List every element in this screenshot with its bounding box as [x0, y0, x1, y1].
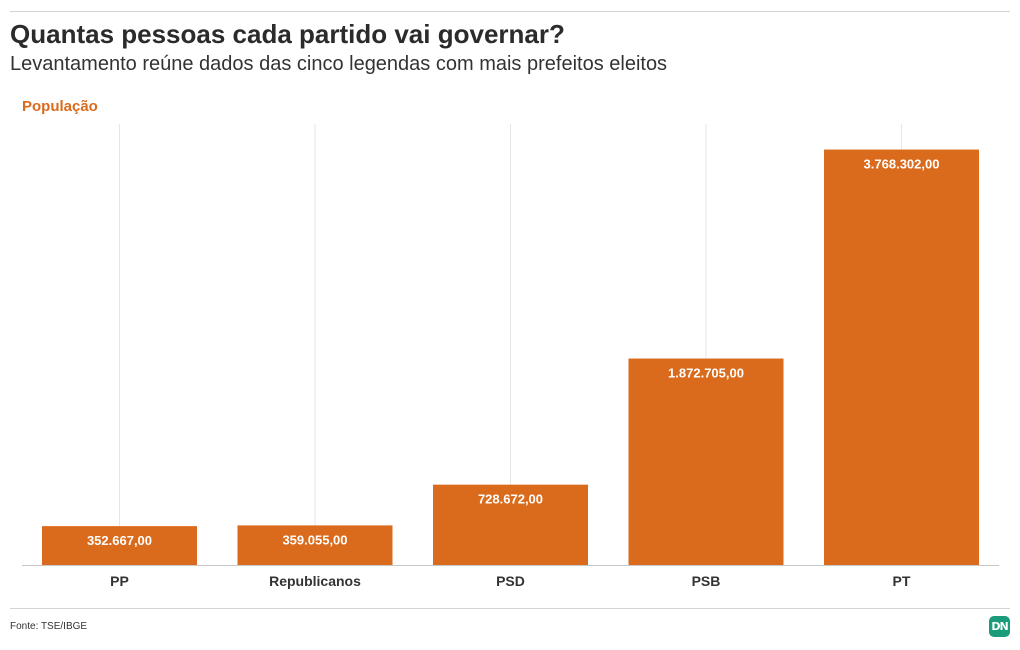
x-tick-label: PP	[110, 573, 129, 589]
x-tick-label: Republicanos	[269, 573, 361, 589]
bar-psb	[628, 358, 784, 565]
source-note: Fonte: TSE/IBGE	[10, 621, 88, 632]
data-label: 352.667,00	[87, 533, 152, 548]
chart-subtitle: Levantamento reúne dados das cinco legen…	[10, 53, 668, 75]
bar-republicanos	[237, 525, 393, 565]
x-tick-label: PSB	[692, 573, 721, 589]
data-label: 728.672,00	[478, 492, 543, 507]
top-divider	[10, 11, 1010, 12]
bar-pp	[42, 526, 197, 565]
bottom-divider	[10, 608, 1010, 609]
x-tick-label: PSD	[496, 573, 525, 589]
bar-psd	[433, 484, 588, 565]
chart-title: Quantas pessoas cada partido vai governa…	[10, 19, 565, 49]
data-label: 1.872.705,00	[668, 366, 744, 381]
bar-pt	[824, 149, 979, 565]
brand-logo: DN	[989, 616, 1010, 637]
data-label: 359.055,00	[282, 532, 347, 547]
bar-chart: População 352.667,00 359.055,00 728.672,00 1…	[22, 98, 999, 589]
data-label: 3.768.302,00	[864, 157, 940, 172]
x-tick-label: PT	[893, 573, 911, 589]
series-label: População	[22, 98, 98, 115]
